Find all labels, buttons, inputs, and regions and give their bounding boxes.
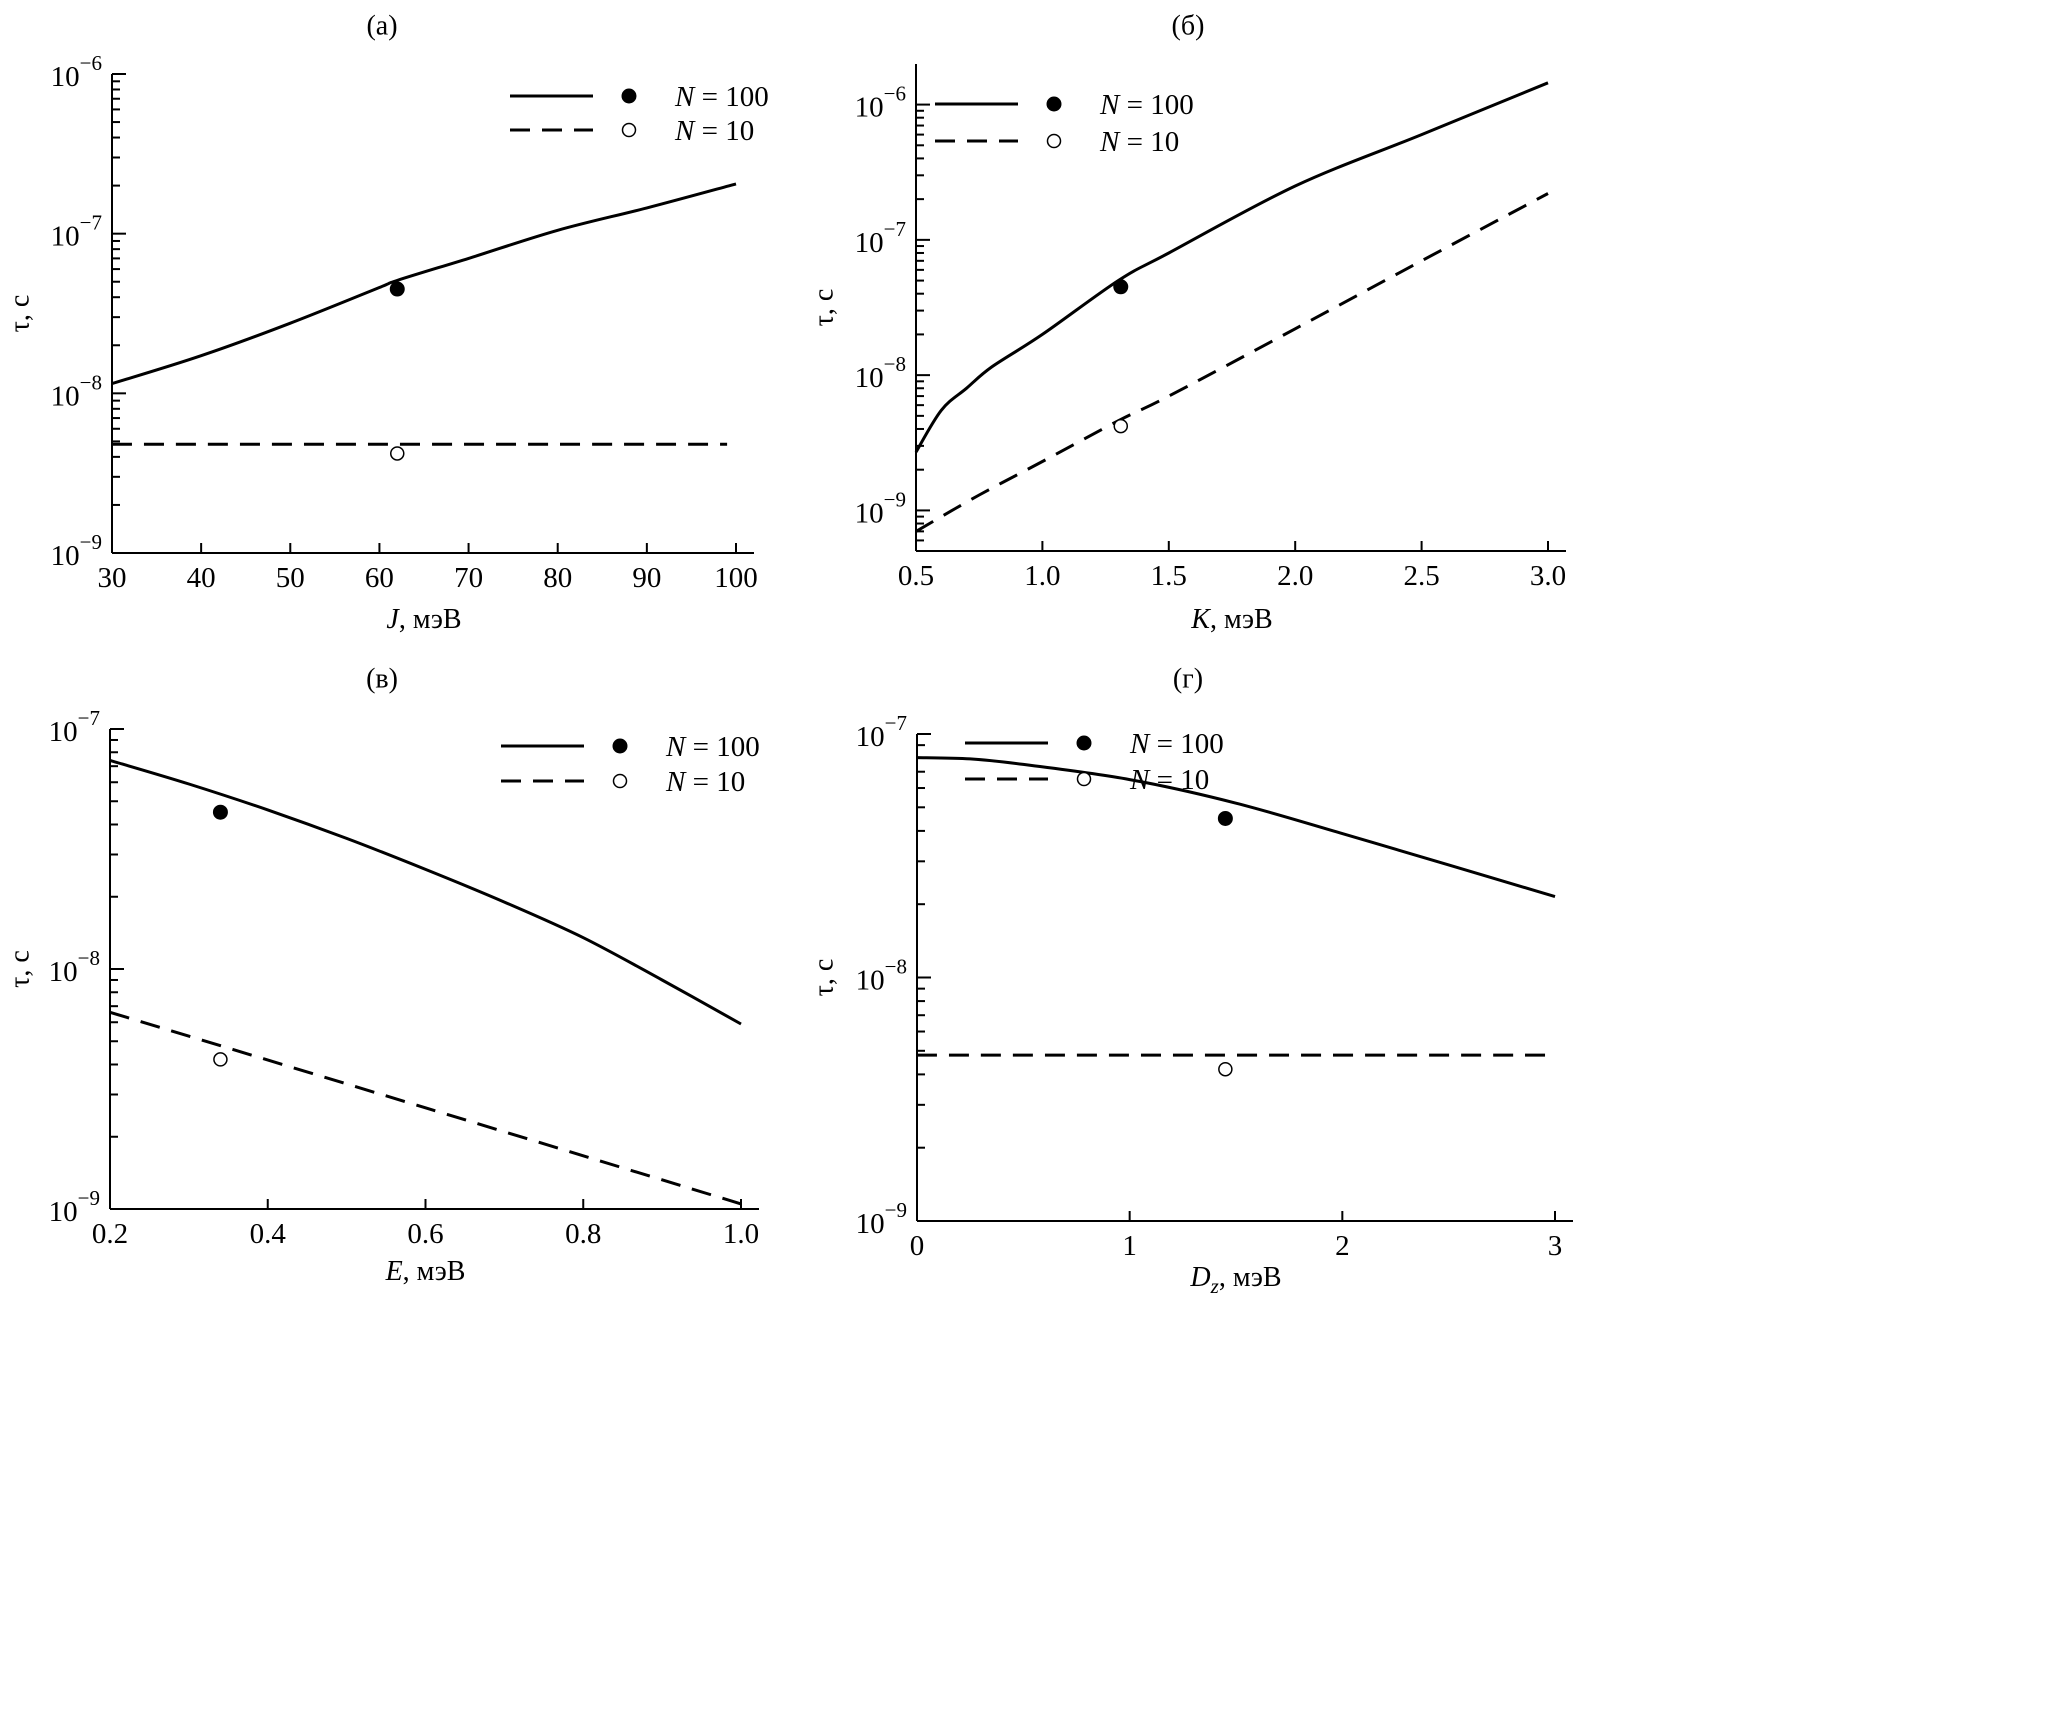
series-line-n100 (109, 758, 742, 1026)
x-tick-label: 1 (1122, 1230, 1137, 1262)
x-tick-label: 2.5 (1403, 560, 1439, 592)
legend-label-n10: N = 10 (674, 115, 754, 147)
panel-label: (в) (366, 663, 398, 694)
y-axis-label: τ, с (808, 289, 839, 327)
data-point-n100 (212, 804, 228, 820)
y-tick-label: 10−8 (51, 370, 102, 412)
x-tick-label: 0.6 (407, 1218, 443, 1250)
data-point-n10 (1218, 1061, 1233, 1077)
legend-label-n100: N = 100 (674, 81, 769, 113)
y-tick-label: 10−7 (855, 217, 906, 259)
series-line-n100 (916, 756, 1556, 899)
series-line-n10 (109, 1010, 742, 1206)
legend-marker-open (621, 122, 637, 138)
legend-label-n100: N = 100 (1129, 728, 1224, 760)
panel-a: (а) 30 40 50 60 70 80 90 100 10−9 10−8 10−7 10−6 J, м… (4, 10, 768, 635)
series-line-n10 (915, 192, 1549, 533)
y-tick-label: 10−6 (51, 51, 102, 93)
x-tick-label: 0.8 (565, 1218, 601, 1250)
x-tick-label: 1.5 (1151, 560, 1187, 592)
y-axis-label: τ, с (808, 959, 839, 997)
x-tick-label: 1.0 (723, 1218, 759, 1250)
panel-label: (б) (1172, 10, 1205, 41)
legend-marker-filled (1046, 96, 1062, 112)
data-point-n100 (1217, 810, 1233, 826)
x-axis-label: E, мэВ (385, 1256, 466, 1287)
panel-label: (г) (1173, 663, 1203, 694)
legend-marker-open (1076, 771, 1092, 787)
series-line-n100 (111, 182, 737, 386)
x-tick-label: 2.0 (1277, 560, 1313, 592)
y-tick-label: 10−9 (51, 530, 102, 572)
legend-label-n10: N = 10 (1099, 126, 1179, 158)
data-point-n10 (1113, 418, 1129, 434)
y-tick-label: 10−8 (856, 955, 907, 997)
x-tick-label: 3 (1548, 1230, 1563, 1262)
x-tick-label: 80 (543, 562, 572, 594)
data-point-n10 (213, 1052, 228, 1067)
y-tick-label: 10−7 (856, 711, 907, 753)
x-axis-label: J, мэВ (386, 604, 461, 635)
y-axis-label: τ, с (4, 295, 35, 333)
panel-b: (б) 0.5 1.0 1.5 2.0 2.5 3.0 10−9 10−8 10−7 10−6 K, … (808, 10, 1566, 635)
y-tick-label: 10−7 (49, 706, 100, 748)
y-axis-label: τ, с (4, 950, 35, 988)
x-tick-label: 0.5 (898, 560, 934, 592)
legend-marker-open (612, 773, 628, 789)
x-tick-label: 30 (98, 562, 127, 594)
x-tick-label: 1.0 (1024, 560, 1060, 592)
legend: N = 100 N = 10 (965, 728, 1224, 796)
x-tick-label: 40 (187, 562, 216, 594)
y-tick-label: 10−9 (855, 487, 906, 529)
legend: N = 100 N = 10 (935, 89, 1194, 158)
x-tick-label: 3.0 (1530, 560, 1566, 592)
legend-label-n100: N = 100 (1099, 89, 1194, 121)
x-tick-label: 60 (365, 562, 394, 594)
y-tick-label: 10−9 (856, 1198, 907, 1240)
x-tick-label: 0 (910, 1230, 925, 1262)
y-tick-label: 10−8 (855, 352, 906, 394)
data-point-n10 (390, 446, 405, 461)
panel-c: (в) 0.2 0.4 0.6 0.8 1.0 10−9 10−8 10−7 E, мэВ τ, с… (4, 663, 759, 1287)
legend-label-n100: N = 100 (665, 731, 760, 763)
legend-marker-filled (612, 738, 628, 754)
x-tick-label: 50 (276, 562, 305, 594)
y-tick-label: 10−8 (49, 946, 100, 988)
x-tick-label: 0.4 (250, 1218, 287, 1250)
x-tick-label: 90 (632, 562, 661, 594)
y-tick-label: 10−7 (51, 211, 102, 253)
x-tick-label: 0.2 (92, 1218, 128, 1250)
legend-marker-open (1046, 133, 1062, 149)
panel-label: (а) (366, 10, 397, 41)
x-tick-label: 100 (714, 562, 758, 594)
x-tick-label: 2 (1335, 1230, 1350, 1262)
x-axis-label: K, мэВ (1190, 604, 1272, 635)
series-line-n100 (914, 81, 1549, 453)
y-tick-label: 10−9 (49, 1186, 100, 1228)
legend-marker-filled (621, 88, 637, 104)
x-axis-label: Dz, мэВ (1189, 1262, 1281, 1298)
y-tick-label: 10−6 (855, 82, 906, 124)
data-point-n100 (389, 281, 405, 297)
legend-label-n10: N = 10 (1129, 764, 1209, 796)
x-tick-label: 70 (454, 562, 483, 594)
data-point-n100 (1113, 279, 1129, 295)
legend-label-n10: N = 10 (665, 766, 745, 798)
legend-marker-filled (1076, 735, 1092, 751)
